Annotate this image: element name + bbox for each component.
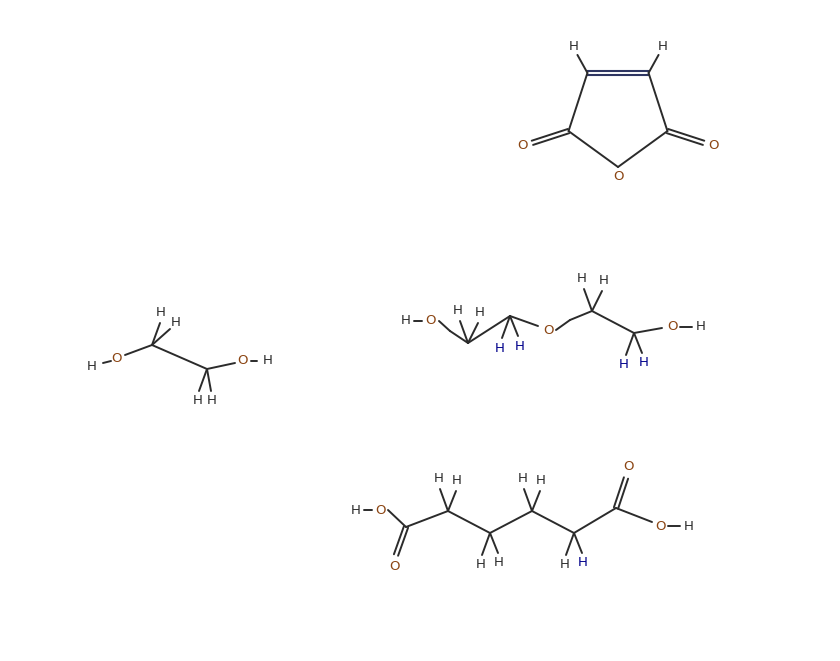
Text: H: H — [453, 305, 463, 317]
Text: H: H — [639, 356, 649, 369]
Text: O: O — [426, 315, 436, 327]
Text: H: H — [515, 340, 525, 352]
Text: O: O — [612, 169, 623, 182]
Text: O: O — [238, 354, 249, 368]
Text: H: H — [476, 559, 486, 572]
Text: H: H — [684, 520, 694, 533]
Text: H: H — [401, 315, 411, 327]
Text: O: O — [654, 520, 665, 533]
Text: H: H — [87, 360, 97, 373]
Text: H: H — [569, 40, 579, 54]
Text: H: H — [495, 342, 505, 354]
Text: H: H — [434, 473, 444, 485]
Text: H: H — [494, 557, 504, 570]
Text: O: O — [667, 321, 677, 334]
Text: H: H — [599, 274, 609, 288]
Text: H: H — [536, 475, 546, 488]
Text: O: O — [543, 323, 554, 336]
Text: H: H — [578, 557, 588, 570]
Text: H: H — [696, 321, 706, 334]
Text: H: H — [658, 40, 668, 54]
Text: O: O — [517, 139, 528, 153]
Text: H: H — [351, 504, 361, 516]
Text: H: H — [475, 307, 485, 319]
Text: O: O — [708, 139, 718, 153]
Text: H: H — [577, 272, 587, 286]
Text: O: O — [622, 459, 633, 473]
Text: H: H — [452, 475, 462, 488]
Text: H: H — [193, 395, 203, 407]
Text: H: H — [171, 317, 181, 329]
Text: O: O — [112, 352, 123, 366]
Text: H: H — [263, 354, 273, 368]
Text: O: O — [375, 504, 386, 516]
Text: H: H — [156, 307, 166, 319]
Text: H: H — [560, 559, 570, 572]
Text: H: H — [619, 358, 629, 371]
Text: O: O — [389, 561, 399, 574]
Text: H: H — [207, 395, 217, 407]
Text: H: H — [518, 473, 528, 485]
